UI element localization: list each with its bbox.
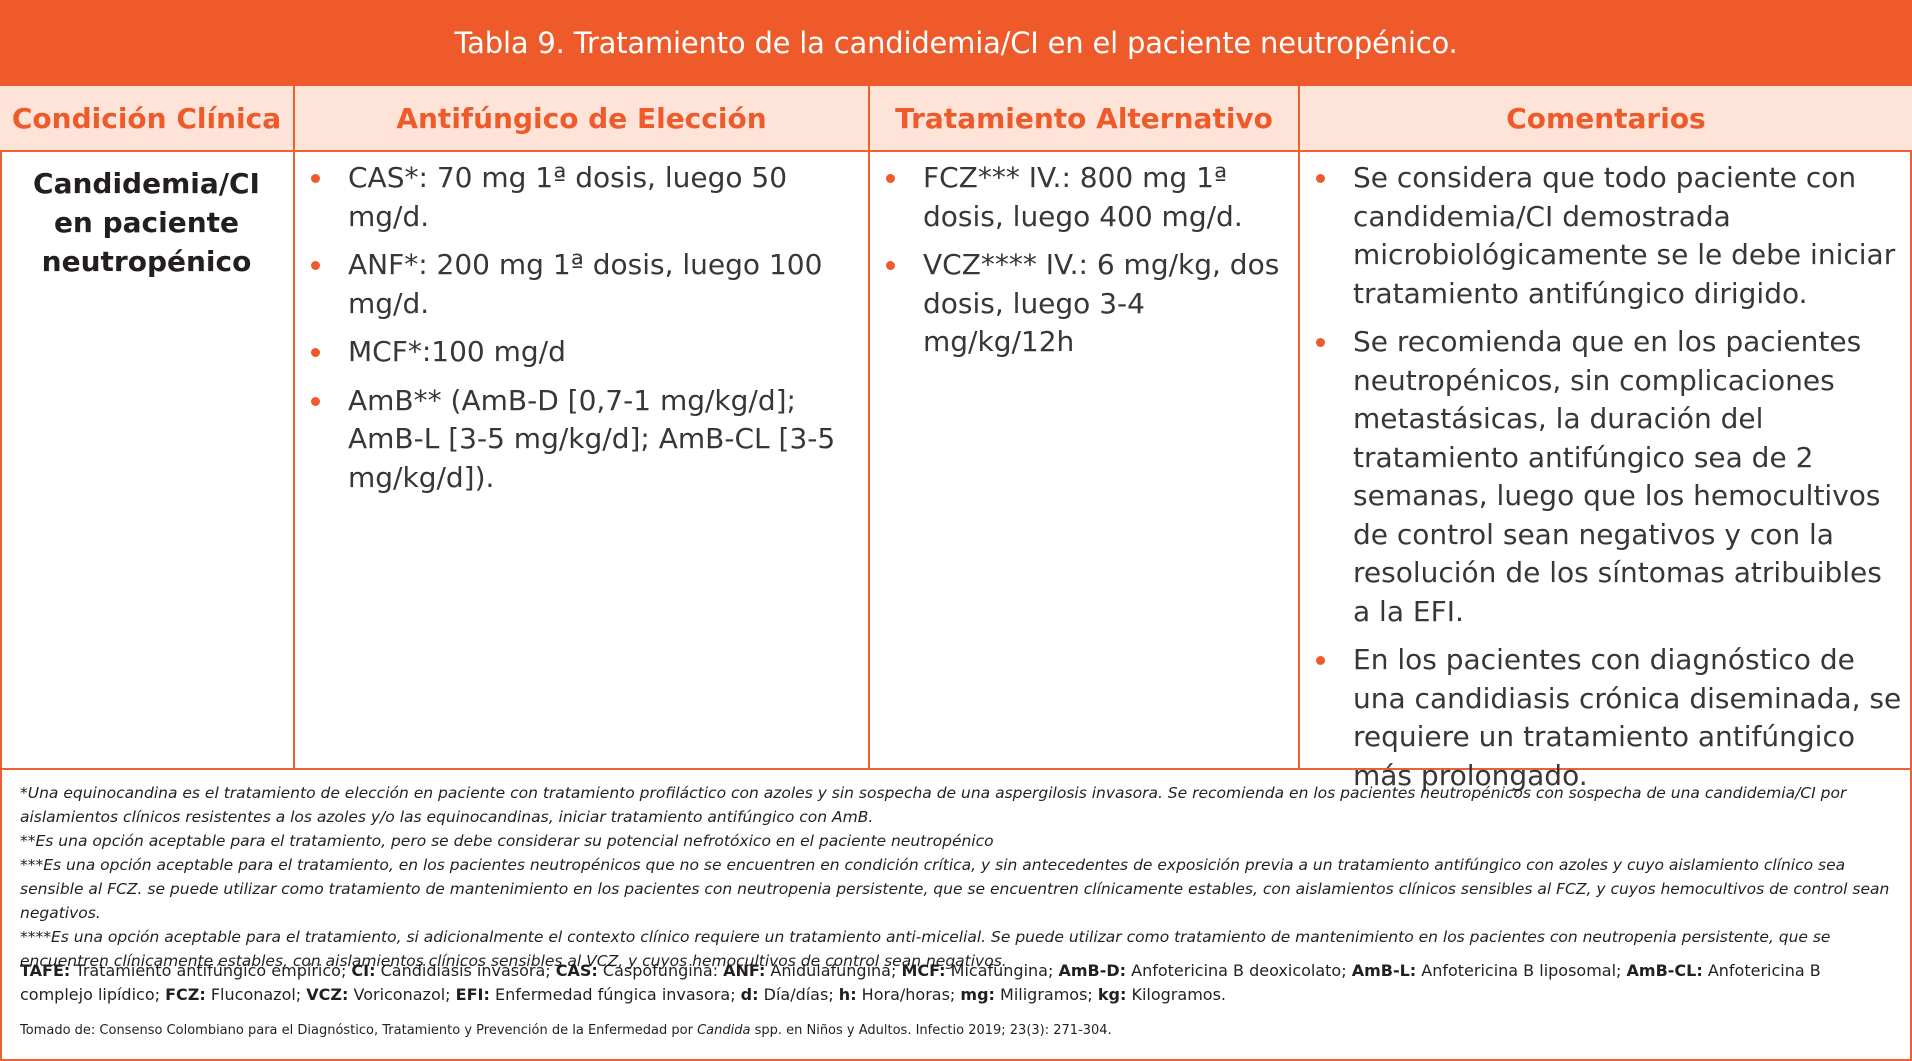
footnote: **Es una opción aceptable para el tratam… — [20, 832, 994, 850]
alternative-item: VCZ**** IV.: 6 mg/kg, dos dosis, luego 3… — [886, 246, 1286, 362]
abbr-def: Día/días; — [758, 985, 839, 1004]
abbr-def: Anfotericina B deoxicolato; — [1126, 961, 1352, 980]
comment-item: Se recomienda que en los pacientes neutr… — [1316, 323, 1902, 631]
abbr-term: MCF: — [901, 961, 946, 980]
abbr-def: Tratamiento antifúngico empírico; — [70, 961, 352, 980]
abbr-term: CI: — [351, 961, 376, 980]
abbr-term: VCZ: — [306, 985, 349, 1004]
comment-item: En los pacientes con diagnóstico de una … — [1316, 641, 1902, 795]
footnote: *Una equinocandina es el tratamiento de … — [20, 784, 1847, 826]
comment-item: Se considera que todo paciente con candi… — [1316, 159, 1902, 313]
condition-line: neutropénico — [41, 245, 252, 278]
abbr-def: Kilogramos. — [1126, 985, 1226, 1004]
choice-item: MCF*:100 mg/d — [311, 333, 856, 372]
title-bar: Tabla 9. Tratamiento de la candidemia/CI… — [0, 0, 1912, 86]
header-condition: Condición Clínica — [0, 86, 293, 150]
condition-line: Candidemia/CI — [33, 167, 260, 200]
table-title: Tabla 9. Tratamiento de la candidemia/CI… — [454, 26, 1458, 60]
column-divider — [293, 86, 295, 770]
abbr-def: Anfotericina B liposomal; — [1416, 961, 1627, 980]
choice-item: ANF*: 200 mg 1ª dosis, luego 100 mg/d. — [311, 246, 856, 323]
condition-cell: Candidemia/CI en paciente neutropénico — [0, 164, 293, 281]
abbr-def: Voriconazol; — [348, 985, 456, 1004]
header-choice: Antifúngico de Elección — [295, 86, 868, 150]
table-bottom-rule — [0, 768, 1912, 770]
abbr-def: Micafungina; — [945, 961, 1059, 980]
abbr-term: h: — [838, 985, 857, 1004]
abbr-term: d: — [740, 985, 759, 1004]
abbr-def: Miligramos; — [994, 985, 1098, 1004]
abbr-def: Anfotericina B complejo lipídico; — [20, 961, 1821, 1004]
footnote: ***Es una opción aceptable para el trata… — [20, 856, 1890, 922]
header-comments: Comentarios — [1300, 86, 1912, 150]
source-text: Tomado de: Consenso Colombiano para el D… — [20, 1023, 698, 1038]
source-text: spp. en Niños y Adultos. Infectio 2019; … — [750, 1023, 1112, 1038]
abbr-def: Hora/horas; — [856, 985, 961, 1004]
abbr-def: Fluconazol; — [205, 985, 307, 1004]
alternative-list: FCZ*** IV.: 800 mg 1ª dosis, luego 400 m… — [886, 159, 1286, 372]
abbr-term: TAFE: — [20, 961, 71, 980]
abbr-term: ANF: — [723, 961, 766, 980]
alternative-item: FCZ*** IV.: 800 mg 1ª dosis, luego 400 m… — [886, 159, 1286, 236]
comments-list: Se considera que todo paciente con candi… — [1316, 159, 1902, 805]
column-divider — [1298, 86, 1300, 770]
abbr-term: mg: — [960, 985, 995, 1004]
choice-item: AmB** (AmB-D [0,7-1 mg/kg/d]; AmB-L [3-5… — [311, 382, 856, 498]
abbr-term: CAS: — [555, 961, 598, 980]
abbr-term: FCZ: — [165, 985, 206, 1004]
treatment-table: Condición Clínica Antifúngico de Elecció… — [0, 86, 1912, 792]
abbr-def: Anidulafungina; — [765, 961, 902, 980]
abbreviations: TAFE: Tratamiento antifúngico empírico; … — [20, 959, 1890, 1007]
choice-list: CAS*: 70 mg 1ª dosis, luego 50 mg/d. ANF… — [311, 159, 856, 507]
abbr-term: AmB-D: — [1058, 961, 1127, 980]
abbr-term: AmB-CL: — [1626, 961, 1703, 980]
column-divider — [868, 86, 870, 770]
condition-line: en paciente — [53, 206, 240, 239]
abbr-def: Caspofungina: — [597, 961, 724, 980]
abbr-term: EFI: — [455, 985, 490, 1004]
abbr-term: AmB-L: — [1351, 961, 1417, 980]
source-citation: Tomado de: Consenso Colombiano para el D… — [20, 1022, 1890, 1040]
abbr-def: Enfermedad fúngica invasora; — [489, 985, 741, 1004]
footnotes: *Una equinocandina es el tratamiento de … — [20, 781, 1890, 973]
abbr-term: kg: — [1097, 985, 1127, 1004]
header-alternative: Tratamiento Alternativo — [870, 86, 1298, 150]
footnote: ****Es una opción aceptable para el trat… — [20, 928, 1831, 970]
choice-item: CAS*: 70 mg 1ª dosis, luego 50 mg/d. — [311, 159, 856, 236]
header-divider — [0, 150, 1912, 152]
source-genus: Candida — [697, 1023, 751, 1038]
abbr-def: Candidiasis invasora; — [375, 961, 556, 980]
